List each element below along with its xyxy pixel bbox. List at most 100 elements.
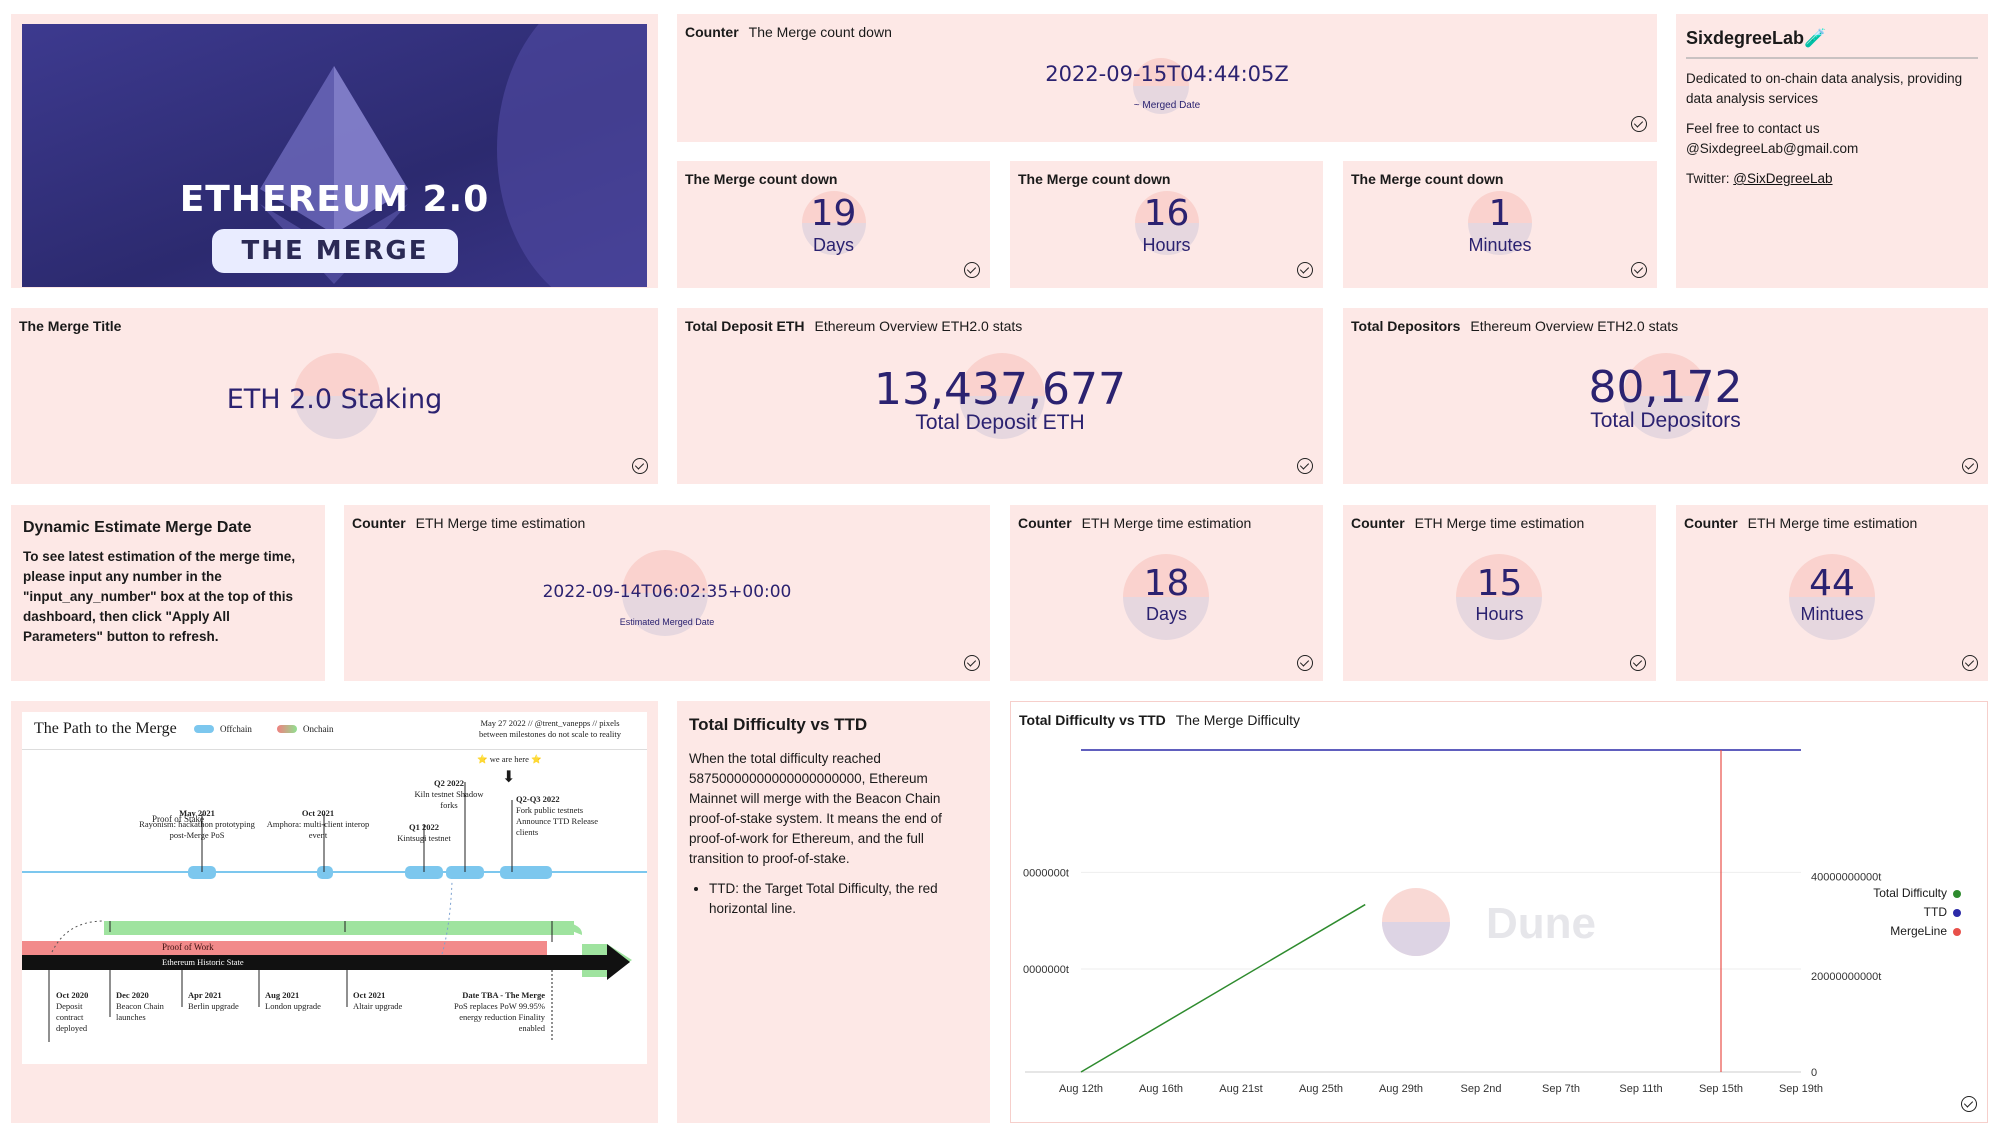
x-tick-label: Aug 12th [1059, 1083, 1103, 1095]
card-header: The Merge count down [1018, 171, 1180, 187]
milestone-text: Beacon Chain launches [116, 1001, 164, 1022]
x-tick-label: Aug 25th [1299, 1083, 1343, 1095]
banner-arc [497, 24, 647, 287]
blob-decoration [1135, 191, 1199, 255]
milestone-text: PoS replaces PoW 99.95% energy reduction… [454, 1001, 545, 1033]
blob-decoration [802, 191, 866, 255]
milestone-text: Amphora: multi-client interop event [266, 819, 370, 840]
card-subtitle: ETH Merge time estimation [415, 515, 586, 531]
milestone-title: Date TBA - The Merge [462, 990, 545, 1000]
roadmap-title: The Path to the Merge [34, 720, 177, 737]
deposit-label: Total Deposit ETH [915, 411, 1085, 434]
y-tick-label: 20000000000t [1811, 971, 1881, 983]
card-subtitle: The Merge Difficulty [1175, 712, 1300, 728]
y-tick-label: 0000000t [1023, 964, 1069, 976]
check-icon[interactable] [964, 655, 980, 671]
milestone-bottom: Apr 2021 Berlin upgrade [188, 990, 258, 1012]
milestone-bottom: Dec 2020 Beacon Chain launches [116, 990, 171, 1023]
card-subtitle: ETH Merge time estimation [1747, 515, 1918, 531]
milestone-title: Aug 2021 [265, 990, 300, 1000]
legend-label: MergeLine [1890, 924, 1947, 938]
difficulty-chart: Dune 0000000t 0000000t 40000000000t 20000000… [1023, 749, 1881, 1095]
offchain-swatch [194, 725, 214, 733]
milestone-bottom: Date TBA - The Merge PoS replaces PoW 99.… [440, 990, 545, 1034]
check-icon[interactable] [1631, 116, 1647, 132]
estimate-label: Estimated Merged Date [619, 617, 715, 627]
x-tick-label: Sep 19th [1779, 1083, 1823, 1095]
merge-countdown-card: Counter The Merge count down 2022-09-15T0… [677, 14, 1657, 142]
milestone-title: Q1 2022 [409, 822, 439, 832]
card-title: Counter [352, 515, 406, 531]
legend-item: Total Difficulty [1873, 886, 1961, 900]
legend-offchain: Offchain [220, 724, 252, 734]
milestone-text: Kintsugi testnet [397, 833, 451, 843]
deposit-value: 13,437,677 [874, 364, 1126, 415]
card-header: Total Difficulty vs TTD The Merge Difficu… [1019, 712, 1300, 728]
card-title: Total Difficulty vs TTD [1019, 712, 1166, 728]
card-header: Counter ETH Merge time estimation [1351, 515, 1584, 531]
x-tick-label: Sep 15th [1699, 1083, 1743, 1095]
countdown-days-card: The Merge count down 19 Days [677, 161, 990, 288]
estimate-value: 2022-09-14T06:02:35+00:00 [542, 582, 792, 602]
milestone-text: Deposit contract deployed [56, 1001, 88, 1033]
milestone-text: Rayonism: hackathon prototyping post-Mer… [139, 819, 255, 840]
legend-dot-icon [1953, 908, 1961, 917]
blob-decoration [1623, 353, 1709, 439]
counter-unit: Minutes [1468, 235, 1532, 255]
twitter-link[interactable]: @SixDegreeLab [1733, 171, 1833, 186]
milestone-text: London upgrade [265, 1001, 321, 1011]
roadmap-image: The Path to the Merge Offchain Onchain M… [22, 712, 647, 1064]
legend-item: MergeLine [1890, 924, 1961, 938]
roadmap-diagram [22, 782, 647, 1042]
counter-value: 16 [1143, 193, 1190, 234]
check-icon[interactable] [1630, 655, 1646, 671]
check-icon[interactable] [1962, 655, 1978, 671]
check-icon[interactable] [1297, 262, 1313, 278]
milestone-bottom: Aug 2021 London upgrade [265, 990, 345, 1012]
about-contact: Feel free to contact us @SixdegreeLab@gm… [1686, 121, 1859, 156]
counter-unit: Mintues [1800, 604, 1864, 624]
ttd-bullet: TTD: the Target Total Difficulty, the re… [709, 879, 978, 919]
card-header: Total Deposit ETH Ethereum Overview ETH2.… [685, 318, 1022, 334]
counter-value: 19 [810, 193, 857, 234]
milestone-top: Q2-Q3 2022 Fork public testnets Announce … [516, 794, 616, 838]
proof-of-stake-label: Proof of Stake [152, 814, 204, 824]
estimate-time-card: Counter ETH Merge time estimation 2022-09… [344, 505, 990, 681]
counter-value: 1 [1488, 193, 1512, 234]
card-header: Counter ETH Merge time estimation [1018, 515, 1251, 531]
card-title: Total Deposit ETH [685, 318, 805, 334]
counter-value: 44 [1809, 563, 1855, 604]
merge-title-card: The Merge Title ETH 2.0 Staking [11, 308, 658, 484]
divider [22, 749, 647, 750]
x-tick-label: Sep 11th [1619, 1083, 1662, 1095]
check-icon[interactable] [1297, 655, 1313, 671]
check-icon[interactable] [964, 262, 980, 278]
blob-decoration [1133, 58, 1189, 114]
title-value: ETH 2.0 Staking [226, 384, 443, 415]
card-header: The Merge count down [1351, 171, 1513, 187]
milestone-title: Oct 2021 [353, 990, 386, 1000]
check-icon[interactable] [1631, 262, 1647, 278]
check-icon[interactable] [1962, 458, 1978, 474]
milestone-title: Oct 2021 [301, 808, 335, 818]
countdown-hours-card: The Merge count down 16 Hours [1010, 161, 1323, 288]
x-tick-label: Sep 2nd [1461, 1083, 1502, 1095]
legend-onchain: Onchain [303, 724, 334, 734]
dynamic-estimate-card: Dynamic Estimate Merge Date To see lates… [11, 505, 325, 681]
y-tick-label: 0 [1811, 1067, 1817, 1079]
about-description: Dedicated to on-chain data analysis, pro… [1686, 71, 1963, 106]
card-header: Counter ETH Merge time estimation [352, 515, 585, 531]
milestone-text: Berlin upgrade [188, 1001, 239, 1011]
estimate-hours-card: Counter ETH Merge time estimation 15 Hour… [1343, 505, 1656, 681]
card-subtitle: Ethereum Overview ETH2.0 stats [1470, 318, 1679, 334]
legend-item: TTD [1924, 905, 1961, 919]
milestone-bottom: Oct 2020 Deposit contract deployed [56, 990, 106, 1034]
check-icon[interactable] [1297, 458, 1313, 474]
card-header: The Merge Title [19, 318, 131, 334]
counter-value: 2022-09-15T04:44:05Z [1045, 62, 1289, 86]
card-header: Counter The Merge count down [685, 24, 892, 40]
check-icon[interactable] [1961, 1096, 1977, 1112]
counter-unit: Hours [1142, 235, 1191, 255]
milestone-title: Oct 2020 [56, 990, 89, 1000]
check-icon[interactable] [632, 458, 648, 474]
